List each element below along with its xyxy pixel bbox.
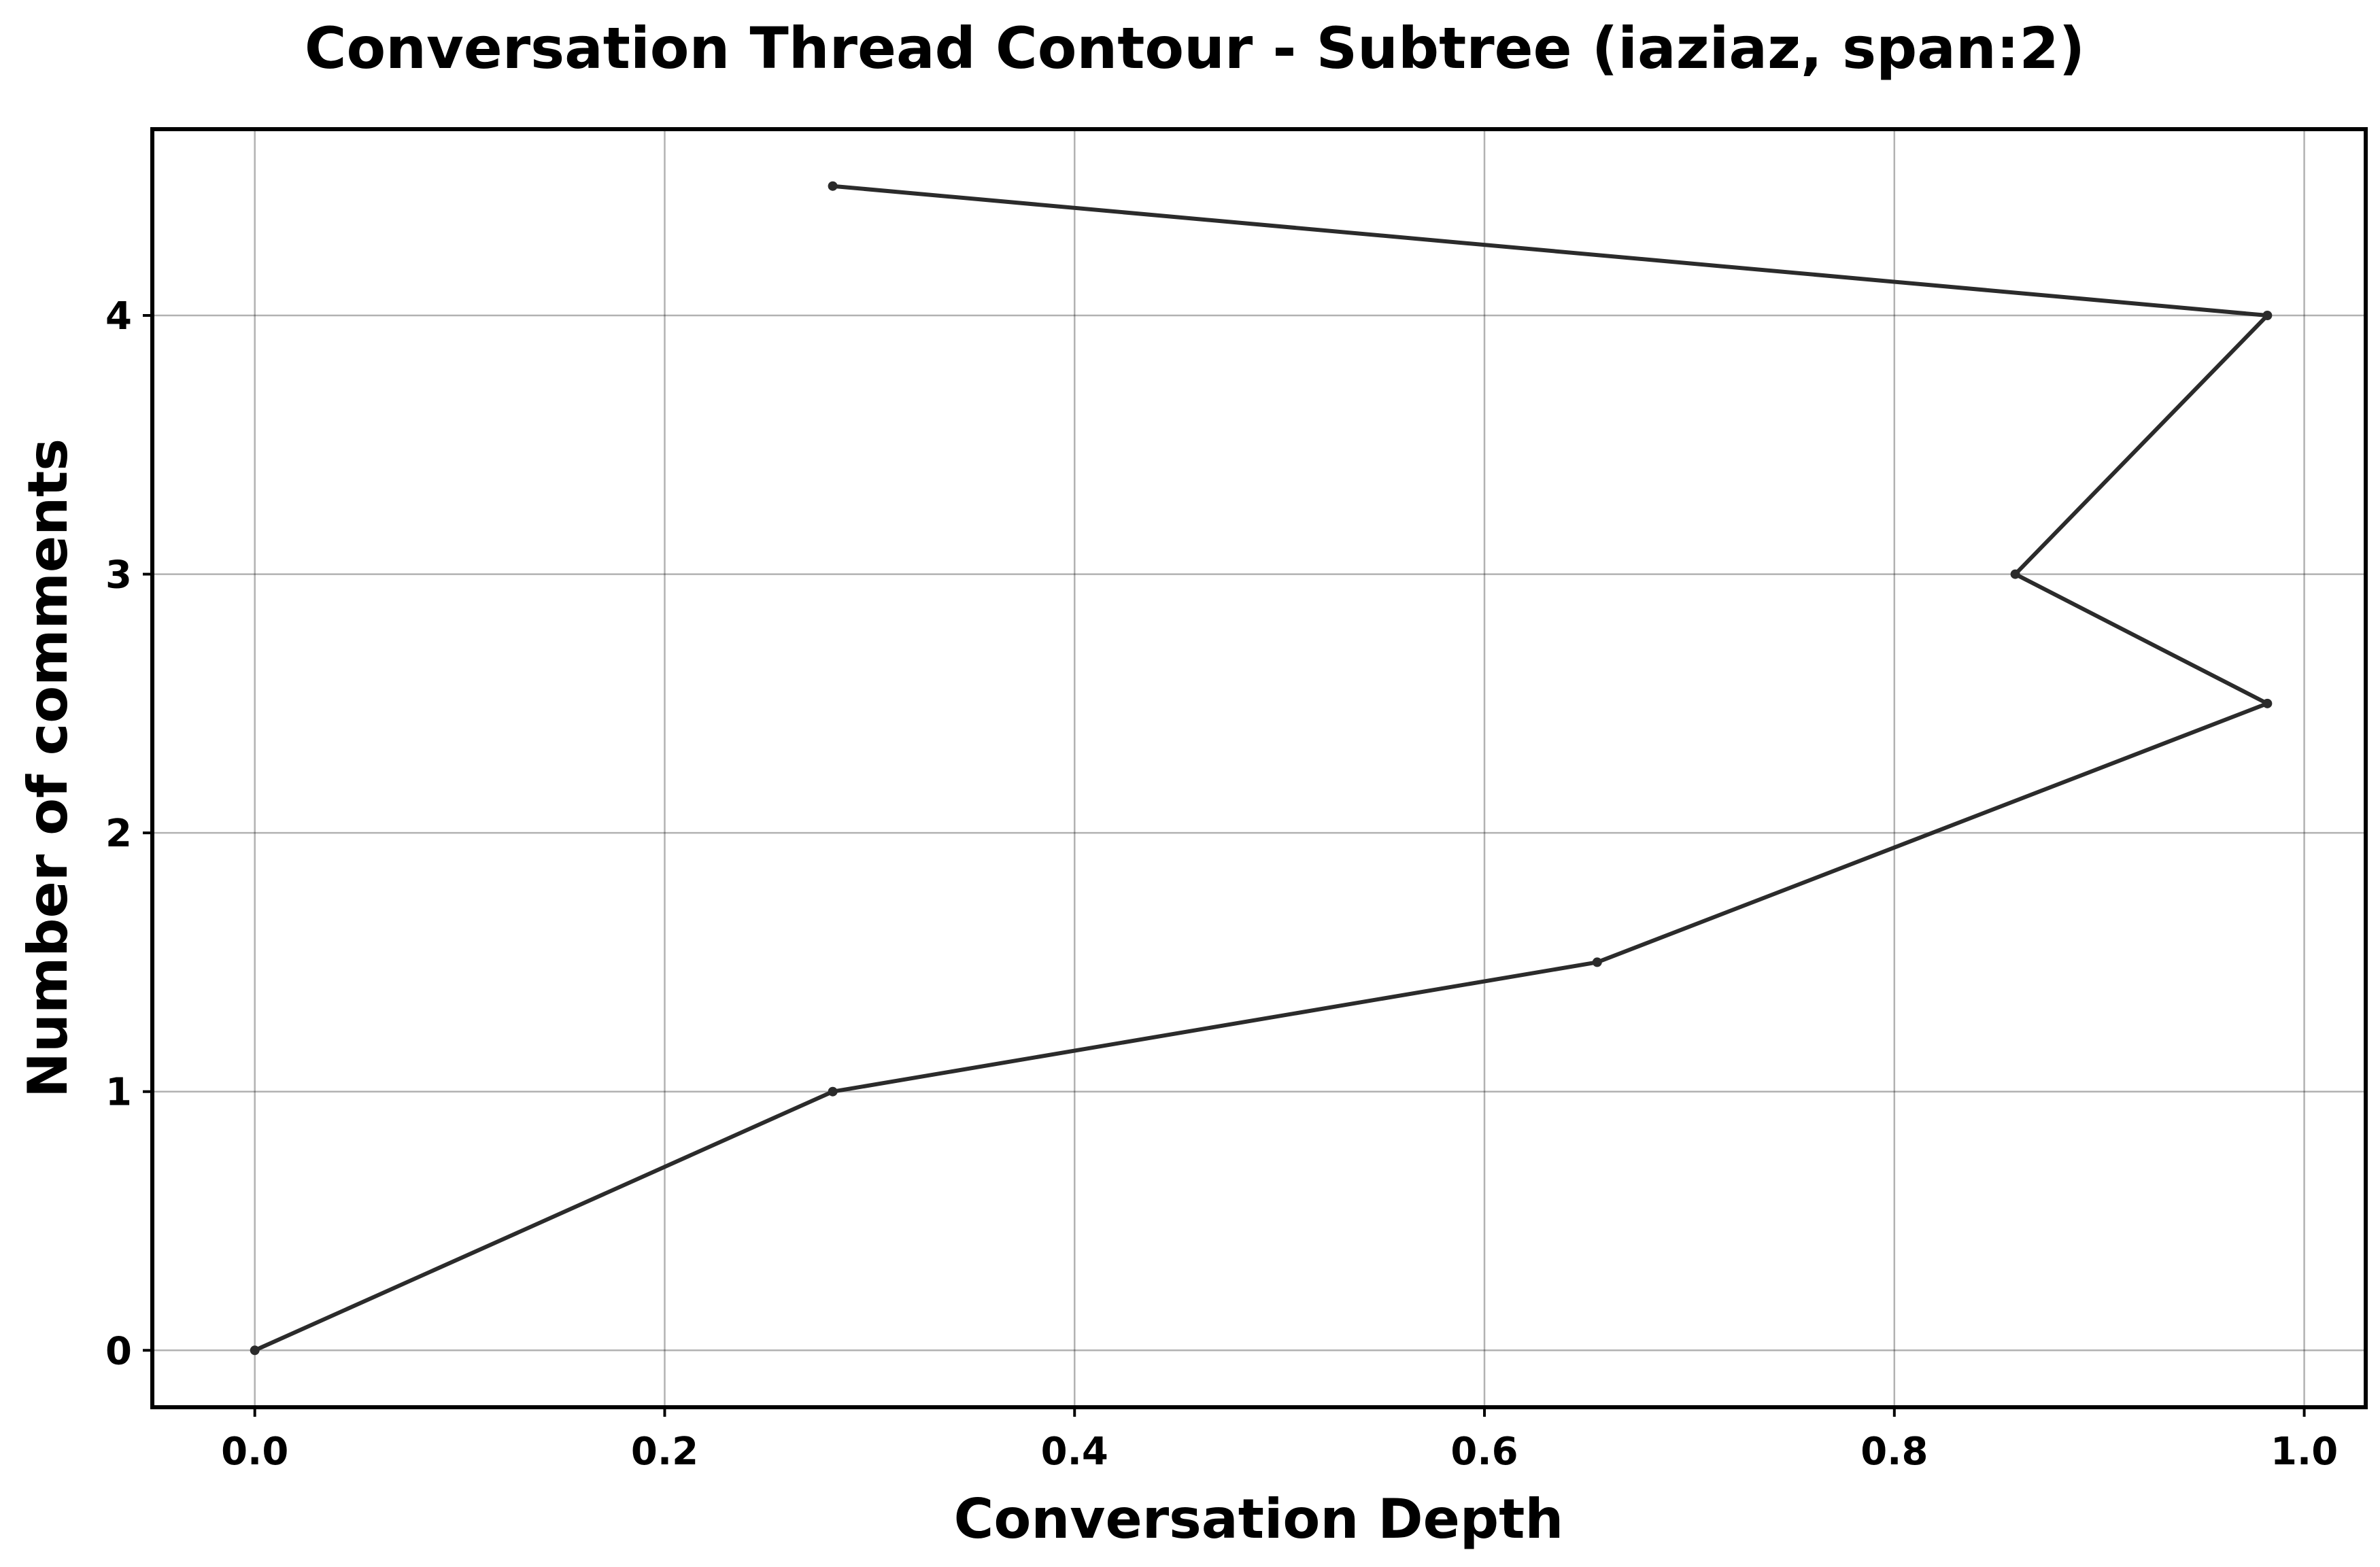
data-point (2010, 569, 2020, 579)
y-tick-label: 2 (105, 812, 132, 856)
axis-ticks: 0.0 0.2 0.4 0.6 0.8 1.0 0 1 2 3 4 (105, 294, 2338, 1474)
data-point (828, 1086, 838, 1097)
grid (152, 129, 2366, 1407)
data-point (2262, 698, 2273, 708)
data-point (1592, 957, 1602, 967)
y-tick-label: 1 (105, 1071, 132, 1115)
x-tick-label: 0.0 (221, 1430, 288, 1474)
series-line (252, 184, 2270, 1353)
data-point (250, 1345, 260, 1356)
x-tick-label: 1.0 (2271, 1430, 2338, 1474)
series-layer (250, 181, 2273, 1356)
y-tick-label: 3 (105, 553, 132, 598)
chart-title: Conversation Thread Contour - Subtree (i… (305, 15, 2085, 82)
x-tick-label: 0.4 (1041, 1430, 1108, 1474)
x-tick-label: 0.8 (1860, 1430, 1928, 1474)
x-tick-label: 0.2 (631, 1430, 698, 1474)
y-axis-label: Number of comments (16, 438, 80, 1098)
data-point (2262, 311, 2273, 321)
x-axis-label: Conversation Depth (954, 1487, 1564, 1551)
y-tick-label: 0 (105, 1329, 132, 1373)
y-tick-label: 4 (105, 294, 132, 339)
plot-area (150, 127, 2368, 1409)
data-point (828, 181, 838, 191)
x-tick-label: 0.6 (1450, 1430, 1518, 1474)
